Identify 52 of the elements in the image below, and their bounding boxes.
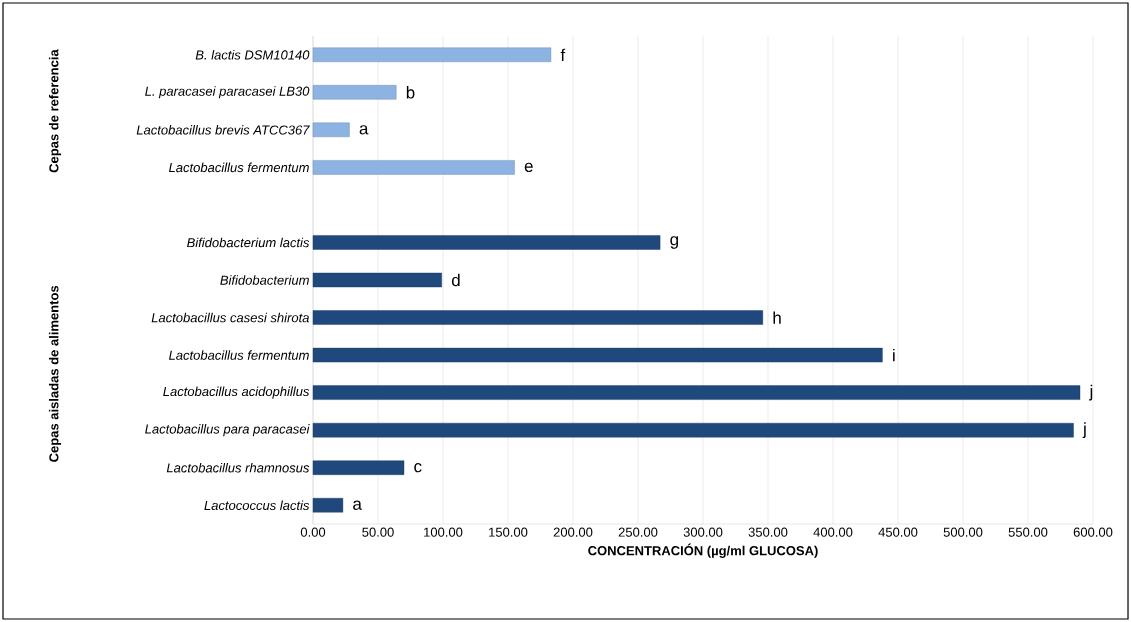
data-label: g — [670, 236, 678, 249]
x-axis-title: CONCENTRACIÓN (µg/ml GLUCOSA) — [588, 543, 818, 558]
y-tick-label: L. paracasei paracasei LB30 — [145, 86, 310, 99]
x-tick-label: 350.00 — [748, 527, 788, 537]
bar — [312, 235, 661, 250]
bar — [312, 460, 405, 475]
x-tick-label: 150.00 — [489, 527, 528, 537]
data-label: j — [1082, 422, 1086, 439]
data-label: c — [414, 463, 422, 473]
x-tick-label: 550.00 — [1008, 527, 1048, 537]
y-tick-label: Lactobacillus rhamnosus — [166, 462, 310, 473]
y-tick-label: Lactobacillus fermentum — [168, 162, 309, 173]
data-label: b — [406, 86, 415, 99]
bar — [312, 160, 515, 175]
bar — [312, 85, 397, 100]
bar — [312, 498, 344, 513]
text: Cepas aisladas de alimentos — [48, 285, 62, 462]
x-tick-label: 450.00 — [878, 527, 918, 537]
bar — [312, 47, 552, 62]
y-tick-label: Lactobacillus casesi shirota — [151, 312, 309, 323]
y-tick-label: Bifidobacterium lactis — [187, 237, 310, 248]
y-tick-label: Bifidobacterium — [220, 275, 309, 285]
x-tick-label: 250.00 — [618, 527, 658, 537]
text: Cepas de referencia — [48, 49, 62, 173]
y-tick-label: Lactobacillus para paracasei — [145, 424, 310, 437]
y-tick-label: Lactobacillus acidophillus — [163, 386, 310, 399]
x-tick-label: 200.00 — [553, 527, 593, 537]
data-label: e — [524, 162, 533, 173]
data-label: i — [893, 348, 895, 362]
x-tick-label: 50.00 — [362, 527, 394, 537]
data-label: a — [353, 500, 362, 510]
bar — [312, 310, 763, 325]
data-label: j — [1089, 384, 1093, 401]
data-label: a — [359, 125, 369, 135]
y-tick-label: Lactobacillus fermentum — [168, 350, 309, 360]
x-tick-label: 400.00 — [813, 527, 853, 537]
y-tick-label: B. lactis DSM10140 — [195, 49, 310, 60]
data-label: d — [451, 273, 460, 287]
x-tick-label: 0.00 — [300, 527, 326, 537]
x-tick-label: 300.00 — [683, 527, 723, 537]
y-tick-label: Lactobacillus brevis ATCC367 — [136, 125, 310, 135]
x-tick-label: 600.00 — [1073, 527, 1113, 537]
x-tick-label: 500.00 — [943, 527, 983, 537]
bar — [312, 385, 1081, 400]
x-tick-label: 100.00 — [424, 527, 463, 537]
bar — [312, 347, 883, 363]
bar — [312, 272, 442, 288]
bar — [312, 122, 350, 138]
data-label: f — [560, 48, 566, 61]
y-tick-label: Lactococcus lactis — [204, 500, 310, 511]
bar — [312, 422, 1074, 438]
data-label: h — [773, 311, 781, 324]
